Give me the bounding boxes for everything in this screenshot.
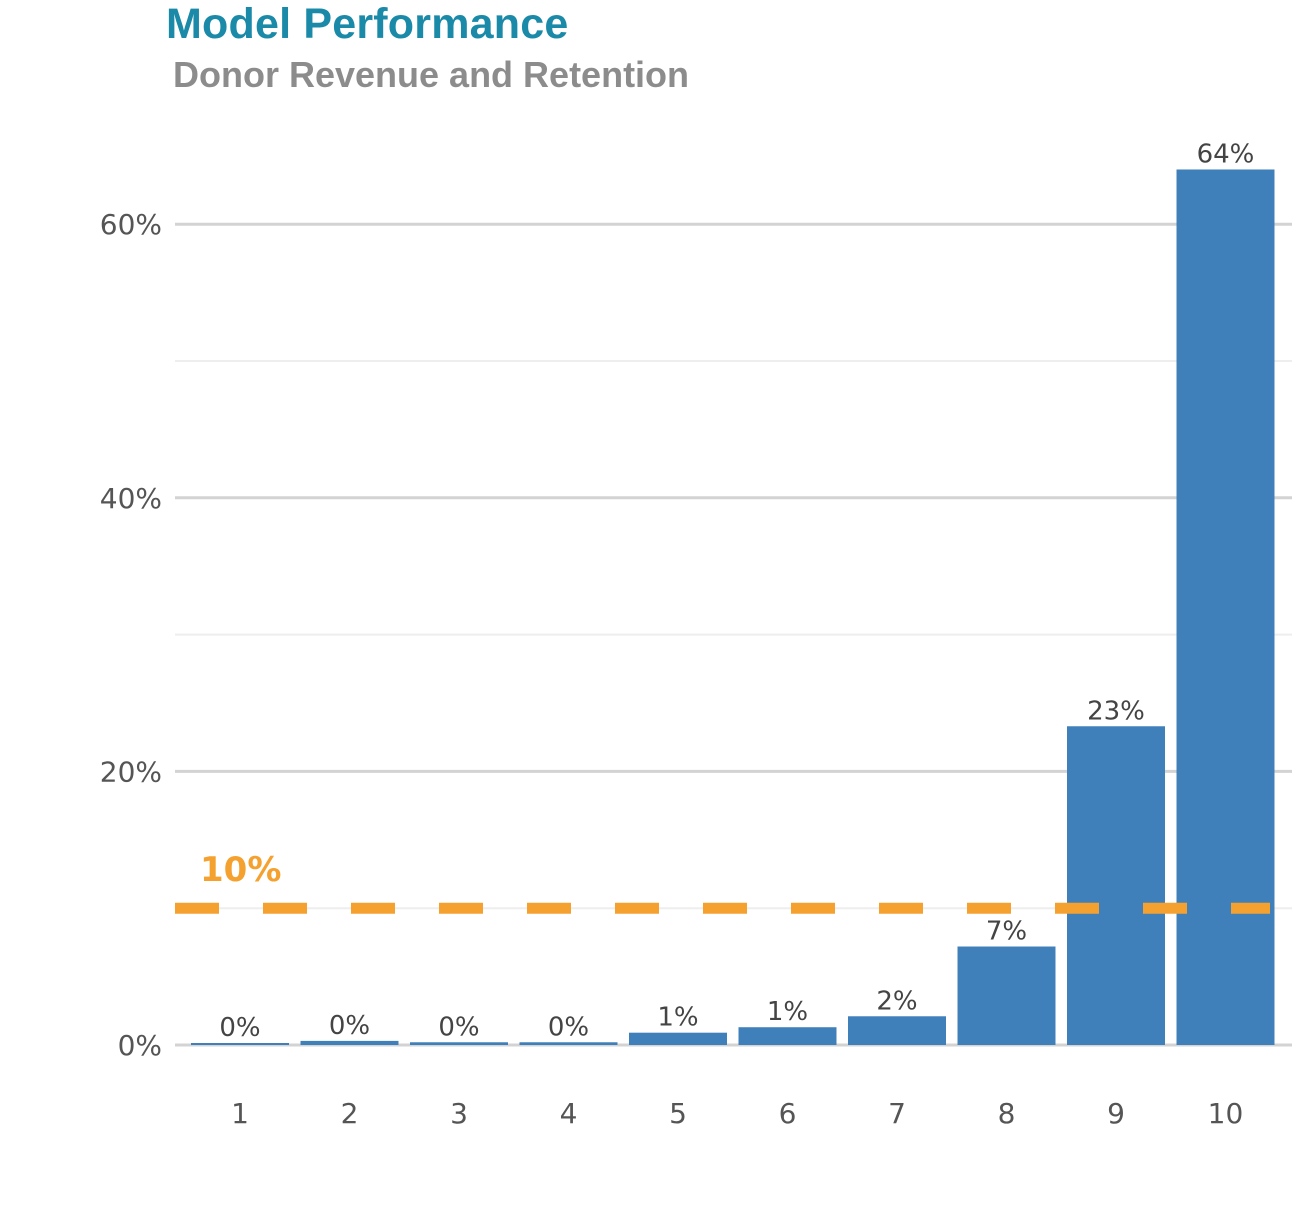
x-tick-label: 9 bbox=[1107, 1097, 1125, 1130]
bar-8 bbox=[957, 946, 1056, 1045]
bar-1 bbox=[191, 1043, 289, 1045]
data-label: 7% bbox=[986, 917, 1027, 947]
x-tick-label: 4 bbox=[560, 1097, 578, 1130]
y-tick-label: 60% bbox=[100, 208, 162, 241]
data-label: 64% bbox=[1197, 139, 1255, 169]
bar-6 bbox=[738, 1027, 837, 1045]
x-tick-label: 6 bbox=[779, 1097, 797, 1130]
data-label: 23% bbox=[1087, 696, 1145, 726]
x-tick-label: 2 bbox=[341, 1097, 359, 1130]
chart-title: Model Performance bbox=[166, 0, 569, 48]
reference-line-label: 10% bbox=[200, 850, 281, 890]
y-tick-label: 0% bbox=[118, 1029, 162, 1062]
data-label: 2% bbox=[876, 986, 917, 1016]
y-tick-label: 20% bbox=[100, 755, 162, 788]
data-label: 0% bbox=[548, 1012, 589, 1042]
x-tick-label: 8 bbox=[998, 1097, 1016, 1130]
bar-4 bbox=[519, 1042, 618, 1045]
data-label: 0% bbox=[329, 1011, 370, 1041]
bar-7 bbox=[848, 1016, 946, 1045]
y-tick-label: 40% bbox=[100, 482, 162, 515]
data-label: 1% bbox=[657, 1003, 698, 1033]
data-label: 1% bbox=[767, 997, 808, 1027]
x-tick-label: 1 bbox=[231, 1097, 249, 1130]
bar-10 bbox=[1176, 169, 1275, 1046]
data-label: 0% bbox=[219, 1013, 260, 1043]
x-tick-label: 5 bbox=[669, 1097, 687, 1130]
bar-2 bbox=[300, 1040, 399, 1045]
data-label: 0% bbox=[438, 1012, 479, 1042]
bar-5 bbox=[629, 1032, 727, 1045]
x-tick-label: 10 bbox=[1208, 1097, 1244, 1130]
bar-3 bbox=[410, 1042, 508, 1045]
x-tick-label: 3 bbox=[450, 1097, 468, 1130]
x-tick-label: 7 bbox=[888, 1097, 906, 1130]
bar-9 bbox=[1067, 726, 1165, 1045]
chart-subtitle: Donor Revenue and Retention bbox=[173, 54, 690, 95]
